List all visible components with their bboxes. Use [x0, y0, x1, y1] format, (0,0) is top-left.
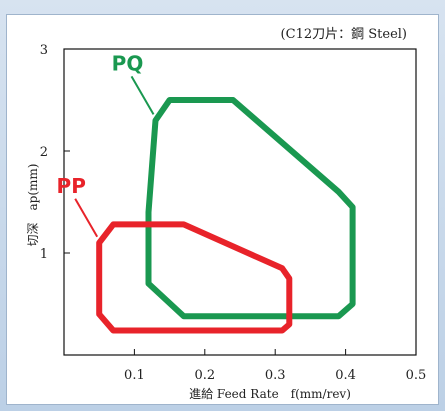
label-leaders: PQ PP	[57, 51, 155, 238]
series-group	[96, 97, 356, 334]
series-pp-region	[96, 221, 293, 334]
chart-panel	[6, 14, 439, 405]
x-tick-label: 0.4	[335, 368, 356, 383]
x-axis-label: 進給 Feed Rate f(mm/rev)	[189, 387, 351, 401]
series-pq-leader	[130, 75, 155, 115]
series-pq-label: PQ	[112, 51, 144, 75]
series-pp-leader	[74, 198, 99, 238]
x-tick-label: 0.5	[406, 368, 427, 383]
series-pp-label: PP	[57, 174, 86, 198]
series-pq-region	[145, 97, 356, 320]
y-tick-label: 1	[40, 247, 48, 262]
annotation: (C12刀片：鋼 Steel)	[281, 27, 407, 42]
x-tick-label: 0.2	[194, 368, 215, 383]
y-tick-label: 3	[40, 43, 48, 58]
y-axis-label: 切深 ap(mm)	[26, 164, 40, 247]
plot-area	[63, 48, 417, 356]
x-tick-label: 0.1	[124, 368, 145, 383]
y-axis-ticks: 1 2 3	[40, 43, 70, 262]
x-axis-ticks: 0.1 0.2 0.3 0.4 0.5	[124, 349, 426, 383]
x-tick-label: 0.3	[265, 368, 286, 383]
y-tick-label: 2	[40, 145, 48, 160]
